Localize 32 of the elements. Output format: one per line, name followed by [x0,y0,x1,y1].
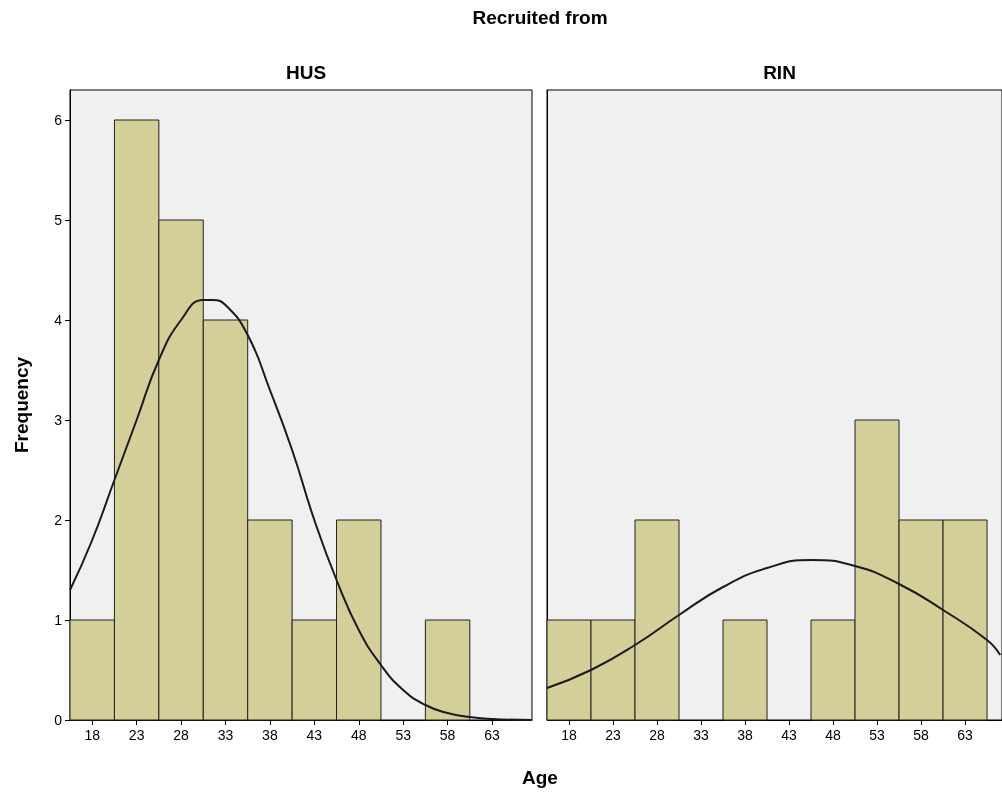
x-tick-label: 63 [484,727,501,743]
text: Recruited from [472,7,608,29]
x-tick-label: 33 [693,727,710,743]
x-tick-label: 58 [913,727,930,743]
y-tick-label: 3 [54,412,63,428]
x-tick-label: 58 [439,727,456,743]
x-axis-title: Age [522,767,558,789]
y-tick-label: 0 [54,712,63,728]
x-tick-label: 18 [84,727,101,743]
x-tick-label: 63 [957,727,974,743]
x-tick-label: 33 [217,727,234,743]
x-tick-label: 53 [395,727,412,743]
y-tick-label: 4 [54,312,63,328]
x-tick-label: 43 [781,727,798,743]
chart-title: HUS [285,62,327,83]
chart-title: RIN [763,62,796,83]
y-axis-title: Frequency [11,356,33,454]
x-tick-label: 38 [262,727,278,743]
x-tick-label: 38 [737,727,754,743]
x-tick-label: 48 [825,727,842,743]
x-tick-label: 48 [350,727,367,743]
y-tick-label: 1 [54,612,63,628]
x-tick-label: 53 [869,727,886,743]
x-tick-label: 28 [649,727,666,743]
y-tick-label: 5 [54,212,63,228]
x-tick-label: 43 [306,727,323,743]
y-tick-label: 2 [54,512,63,528]
y-tick-label: 6 [54,112,63,128]
x-tick-label: 23 [605,727,621,743]
x-tick-label: 23 [128,727,145,743]
x-tick-label: 18 [561,727,577,743]
x-tick-label: 28 [173,727,190,743]
